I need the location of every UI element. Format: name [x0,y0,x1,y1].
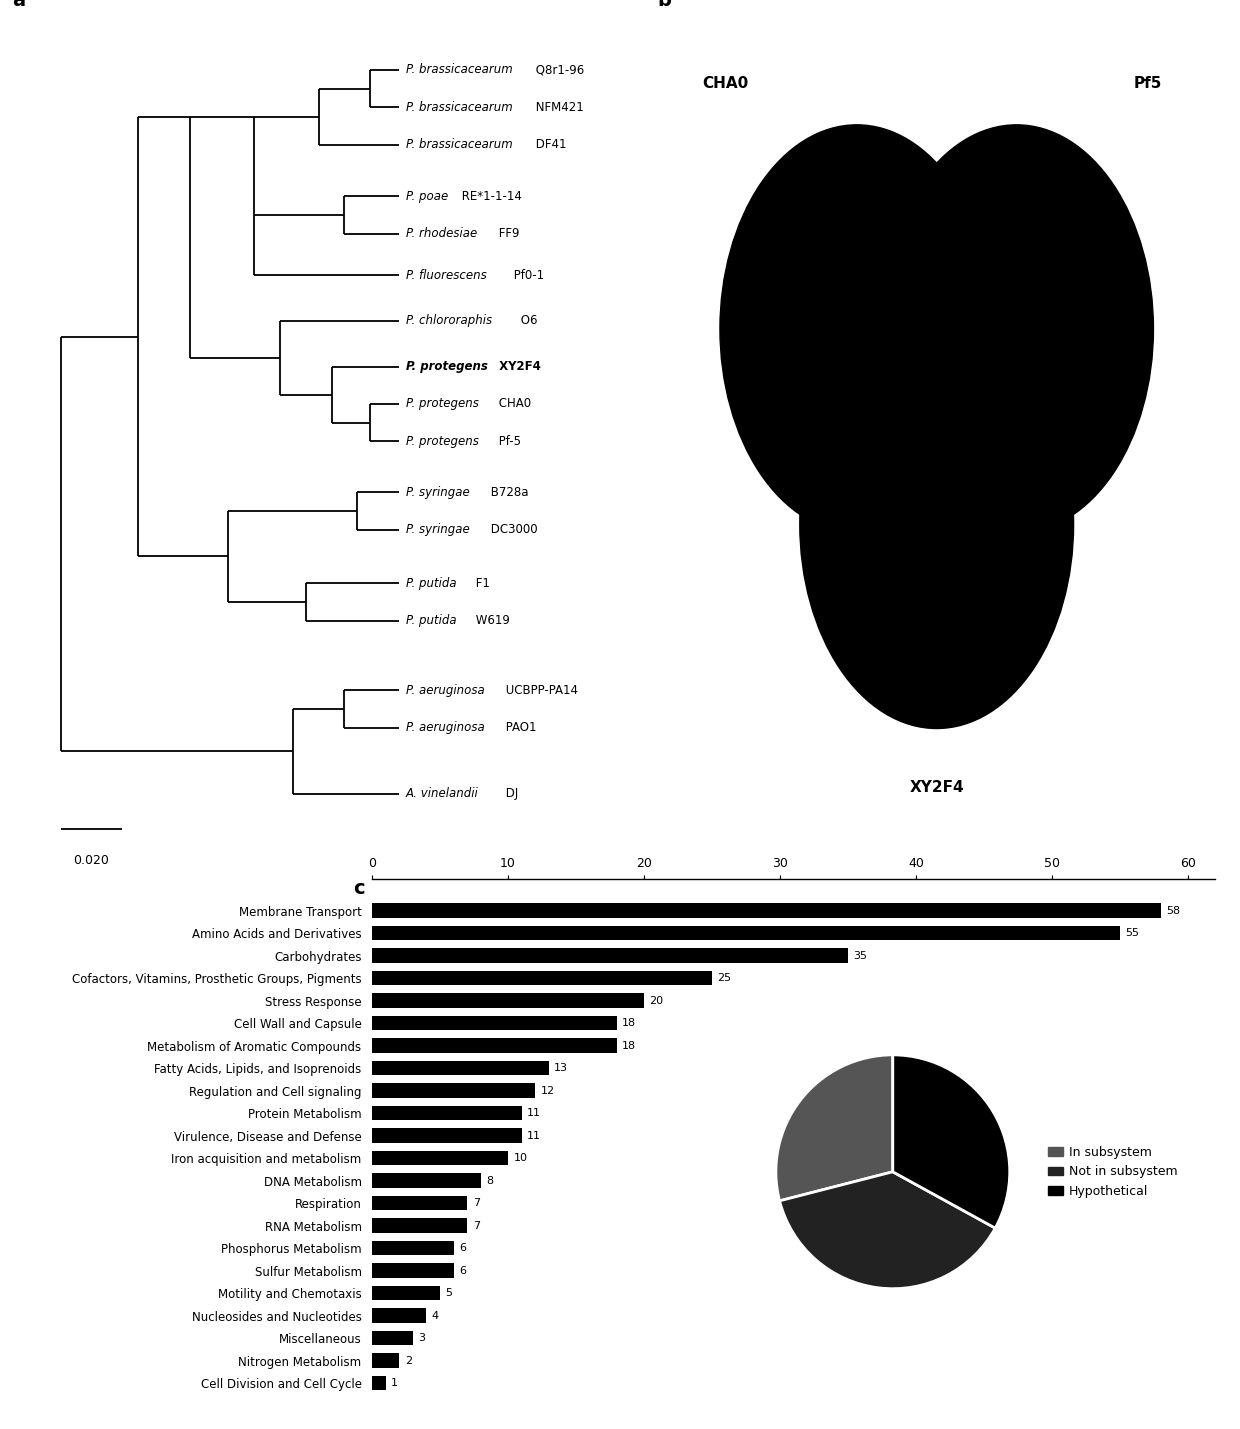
Legend: In subsystem, Not in subsystem, Hypothetical: In subsystem, Not in subsystem, Hypothet… [1043,1140,1183,1203]
Bar [372,1286,440,1300]
Text: CHA0: CHA0 [703,76,749,91]
Text: XY2F4: XY2F4 [909,779,963,795]
Text: 2: 2 [404,1356,412,1366]
Text: B728a: B728a [487,486,528,499]
Text: RE*1-1-14: RE*1-1-14 [458,190,522,203]
Bar [372,1196,467,1210]
Bar [372,1083,536,1097]
Bar [372,903,1161,917]
Text: W619: W619 [472,614,511,627]
Bar [372,1106,522,1120]
Text: 11: 11 [527,1130,541,1140]
Text: 18: 18 [622,1040,636,1050]
Text: P. fluorescens: P. fluorescens [405,269,486,282]
Bar [372,1218,467,1233]
Text: P. brassicacearum: P. brassicacearum [405,63,512,77]
Circle shape [800,320,1074,729]
Text: 18: 18 [622,1017,636,1027]
Bar [372,1150,508,1165]
Text: Pf0-1: Pf0-1 [510,269,543,282]
Bar [372,1060,549,1076]
Text: P. aeruginosa: P. aeruginosa [405,722,485,735]
Text: P. poae: P. poae [405,190,448,203]
Text: 7: 7 [472,1198,480,1208]
Text: FF9: FF9 [495,227,520,240]
Bar [372,926,1120,940]
Text: P. rhodesiae: P. rhodesiae [405,227,477,240]
Text: 7: 7 [472,1220,480,1230]
Text: P. syringae: P. syringae [405,523,470,536]
Bar [372,1376,386,1390]
Text: 1: 1 [391,1378,398,1388]
Text: XY2F4: XY2F4 [495,360,541,373]
Text: 11: 11 [527,1107,541,1117]
Text: A. vinelandii: A. vinelandii [405,787,479,800]
Text: Pf5: Pf5 [1133,76,1162,91]
Text: DF41: DF41 [532,139,567,151]
Bar [372,1308,427,1323]
Text: 13: 13 [554,1063,568,1073]
Text: PAO1: PAO1 [502,722,537,735]
Text: 58: 58 [1167,906,1180,916]
Text: P. syringae: P. syringae [405,486,470,499]
Text: P. putida: P. putida [405,614,456,627]
Text: 6: 6 [459,1266,466,1276]
Bar [372,970,712,986]
Text: DC3000: DC3000 [487,523,538,536]
Text: 10: 10 [513,1153,527,1163]
Text: 20: 20 [650,996,663,1006]
Text: P. protegens: P. protegens [405,397,479,410]
Text: P. brassicacearum: P. brassicacearum [405,139,512,151]
Text: P. brassicacearum: P. brassicacearum [405,101,512,114]
Text: NFM421: NFM421 [532,101,584,114]
Wedge shape [780,1172,996,1289]
Text: CHA0: CHA0 [495,397,531,410]
Bar [372,1353,399,1368]
Text: O6: O6 [517,314,537,327]
Bar [372,1330,413,1345]
Text: P. protegens: P. protegens [405,360,487,373]
Text: 8: 8 [486,1176,494,1186]
Bar [372,1173,481,1187]
Wedge shape [776,1055,893,1200]
Text: F1: F1 [472,577,490,590]
Text: 5: 5 [445,1288,453,1298]
Wedge shape [893,1055,1009,1228]
Text: 55: 55 [1126,927,1140,937]
Circle shape [879,124,1153,533]
Text: P. aeruginosa: P. aeruginosa [405,684,485,697]
Text: b: b [657,0,671,10]
Text: 12: 12 [541,1086,554,1096]
Text: a: a [12,0,26,10]
Circle shape [720,124,993,533]
Text: UCBPP-PA14: UCBPP-PA14 [502,684,578,697]
Text: P. chlororaphis: P. chlororaphis [405,314,492,327]
Text: c: c [353,879,365,897]
Bar [372,1129,522,1143]
Bar [372,1263,454,1278]
Bar [372,1039,616,1053]
Text: P. protegens: P. protegens [405,434,479,447]
Bar [372,1016,616,1030]
Text: 4: 4 [432,1310,439,1320]
Text: 25: 25 [718,973,732,983]
Text: P. putida: P. putida [405,577,456,590]
Bar [372,949,848,963]
Text: 0.020: 0.020 [73,855,109,867]
Text: 3: 3 [418,1333,425,1343]
Text: Q8r1-96: Q8r1-96 [532,63,584,77]
Text: 6: 6 [459,1243,466,1253]
Bar [372,1240,454,1255]
Text: DJ: DJ [502,787,518,800]
Text: Pf-5: Pf-5 [495,434,521,447]
Bar [372,993,644,1007]
Text: 35: 35 [853,950,868,960]
